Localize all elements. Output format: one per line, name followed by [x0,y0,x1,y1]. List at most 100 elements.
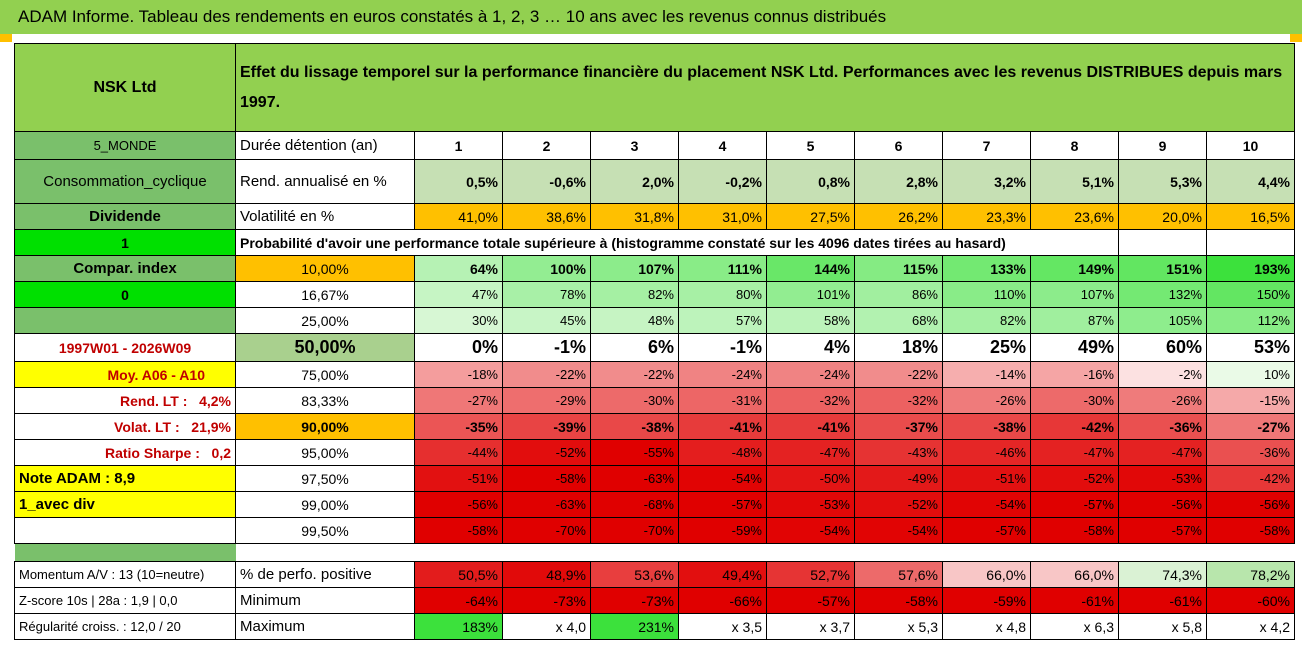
percentile-value: -35% [414,413,503,440]
percentile-value: 60% [1118,333,1207,362]
percentile-value: 132% [1118,281,1207,308]
percentile-value: -49% [854,465,943,492]
percentile-value: 10% [1206,361,1295,388]
percentile-value: -54% [766,517,855,544]
positive-value: 49,4% [678,561,767,588]
minimum-value: -61% [1030,587,1119,614]
year-header: 6 [854,131,943,160]
minimum-value: -64% [414,587,503,614]
volat-lt-label: Volat. LT : [114,418,180,435]
percentile-value: -18% [414,361,503,388]
percentile-value: 45% [502,307,591,334]
percentile-value: -57% [678,491,767,518]
rend-lt-value: 4,2% [199,392,231,409]
percentile-value: -63% [590,465,679,492]
percentile-value: -54% [854,517,943,544]
percentile-value: -38% [942,413,1031,440]
percentile-value: -51% [942,465,1031,492]
volat-value: 38,6% [502,203,591,230]
percentile-label: 90,00% [235,413,415,440]
year-header: 9 [1118,131,1207,160]
percentile-value: -15% [1206,387,1295,414]
percentile-value: -70% [590,517,679,544]
volat-lt-value: 21,9% [191,418,231,435]
percentile-value: -32% [854,387,943,414]
percentile-value: -50% [766,465,855,492]
percentile-value: -52% [1030,465,1119,492]
region-label: 5_MONDE [14,131,236,160]
separator-cell [14,543,236,562]
percentile-row: 1_avec div 99,00% -56% -63% -68% -57% -53% -52%… [14,491,1295,518]
sharpe-label: Ratio Sharpe : [104,444,200,461]
percentile-value: 144% [766,255,855,282]
percentile-value: -1% [678,333,767,362]
year-header: 2 [502,131,591,160]
maximum-value: x 4,8 [942,613,1031,640]
maximum-value: x 5,3 [854,613,943,640]
percentile-value: -41% [678,413,767,440]
percentile-value: 0% [414,333,503,362]
percentile-value: -48% [678,439,767,466]
percentile-row: Moy. A06 - A10 75,00% -18% -22% -22% -24% -24%… [14,361,1295,388]
percentile-value: 6% [590,333,679,362]
maximum-value: x 4,0 [502,613,591,640]
percentile-value: -22% [854,361,943,388]
percentile-value: -70% [502,517,591,544]
percentile-value: -44% [414,439,503,466]
separator-cell [236,544,1295,562]
minimum-value: -60% [1206,587,1295,614]
year-header: 10 [1206,131,1295,160]
regularite-label: Régularité croiss. : 12,0 / 20 [14,613,236,640]
percentile-label: 99,50% [235,517,415,544]
percentile-value: -56% [1118,491,1207,518]
rend-value: 0,5% [414,159,503,204]
momentum-label: Momentum A/V : 13 (10=neutre) [14,561,236,588]
minimum-value: -73% [590,587,679,614]
rend-value: 0,8% [766,159,855,204]
percentile-value: 82% [942,307,1031,334]
rend-value: -0,2% [678,159,767,204]
rend-value: 2,8% [854,159,943,204]
percentile-label: 99,00% [235,491,415,518]
percentile-value: 105% [1118,307,1207,334]
percentile-value: -37% [854,413,943,440]
percentile-value: 18% [854,333,943,362]
percentile-value: -55% [590,439,679,466]
rend-value: 5,1% [1030,159,1119,204]
compar-flag: 0 [14,281,236,308]
percentile-value: -53% [1118,465,1207,492]
positive-value: 53,6% [590,561,679,588]
percentile-value: -42% [1206,465,1295,492]
zscore-label: Z-score 10s | 28a : 1,9 | 0,0 [14,587,236,614]
rend-label: Rend. annualisé en % [235,159,415,204]
percentile-value: -2% [1118,361,1207,388]
percentile-value: -26% [942,387,1031,414]
maximum-row: Régularité croiss. : 12,0 / 20 Maximum 183… [14,613,1295,640]
volat-value: 20,0% [1118,203,1207,230]
percentile-value: -30% [1030,387,1119,414]
percentile-row: 99,50% -58% -70% -70% -59% -54% -54% -57% -58% -5… [14,517,1295,544]
percentile-value: 4% [766,333,855,362]
percentile-label: 97,50% [235,465,415,492]
positive-row: Momentum A/V : 13 (10=neutre)% de perfo.… [14,561,1295,588]
rend-lt: Rend. LT : 4,2% [14,387,236,414]
percentile-value: 107% [1030,281,1119,308]
volat-value: 26,2% [854,203,943,230]
report-description: Effet du lissage temporel sur la perform… [235,43,1295,132]
volat-lt: Volat. LT : 21,9% [14,413,236,440]
percentile-value: 68% [854,307,943,334]
rend-value: -0,6% [502,159,591,204]
percentile-row: Rend. LT : 4,2% 83,33% -27% -29% -30% -31% -32… [14,387,1295,414]
percentile-value: 100% [502,255,591,282]
percentile-value: -36% [1206,439,1295,466]
percentile-value: -14% [942,361,1031,388]
percentile-value: -29% [502,387,591,414]
percentile-value: -53% [766,491,855,518]
instrument-name: NSK Ltd [14,43,236,132]
positive-value: 48,9% [502,561,591,588]
percentile-value: -1% [502,333,591,362]
positive-value: 57,6% [854,561,943,588]
rend-value: 3,2% [942,159,1031,204]
years-row: 5_MONDE Durée détention (an) 1 2 3 4 5 6 7 8 9 10 [14,131,1295,160]
compar-index-label: Compar. index [14,255,236,282]
